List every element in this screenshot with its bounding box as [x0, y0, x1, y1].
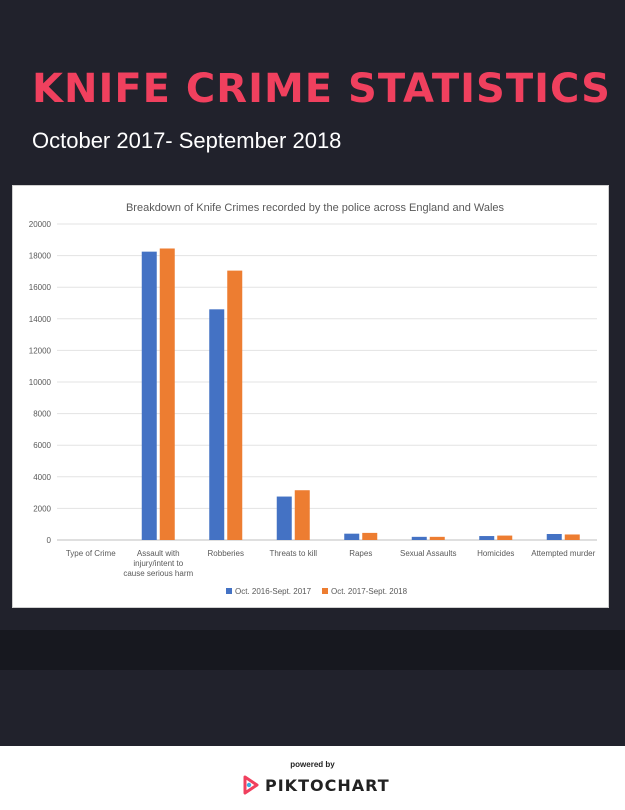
bar — [209, 309, 225, 540]
bar — [546, 533, 562, 540]
bar — [294, 490, 310, 540]
y-tick-label: 4000 — [33, 473, 51, 482]
bar — [429, 536, 445, 540]
brand-name: PIKTOCHART — [265, 775, 390, 795]
bar — [344, 533, 360, 540]
y-tick-label: 8000 — [33, 410, 51, 419]
bar — [497, 535, 513, 540]
y-tick-label: 18000 — [29, 252, 52, 261]
bar — [564, 534, 580, 540]
y-tick-label: 0 — [47, 536, 52, 545]
x-tick-label: Assault with injury/intent to cause seriou… — [123, 549, 193, 578]
bar — [227, 270, 243, 540]
legend-label: Oct. 2016-Sept. 2017 — [235, 587, 312, 596]
piktochart-mark-icon — [243, 775, 259, 795]
bar — [141, 251, 157, 540]
legend-label: Oct. 2017-Sept. 2018 — [331, 587, 408, 596]
bar — [362, 532, 378, 540]
powered-by-label: powered by — [290, 760, 335, 769]
header: KNIFE CRIME STATISTICS October 2017- Sep… — [0, 0, 625, 190]
y-tick-label: 6000 — [33, 441, 51, 450]
piktochart-logo[interactable]: PIKTOCHART — [242, 774, 390, 796]
bar — [479, 536, 495, 540]
y-tick-label: 12000 — [29, 346, 52, 355]
x-axis: Type of Crime Assault with injury/intent t… — [66, 549, 596, 578]
page-title: KNIFE CRIME STATISTICS — [32, 66, 611, 112]
dark-band — [0, 630, 625, 670]
page-subtitle: October 2017- September 2018 — [32, 128, 342, 153]
y-tick-label: 10000 — [29, 378, 52, 387]
y-tick-label: 2000 — [33, 504, 51, 513]
legend-swatch — [322, 588, 328, 594]
y-tick-label: 14000 — [29, 315, 52, 324]
legend: Oct. 2016-Sept. 2017 Oct. 2017-Sept. 2018 — [226, 587, 408, 596]
bar — [411, 536, 427, 540]
legend-swatch — [226, 588, 232, 594]
chart-title: Breakdown of Knife Crimes recorded by th… — [126, 202, 505, 214]
x-tick-label: Homicides — [477, 549, 514, 558]
bar — [276, 496, 292, 540]
x-tick-label: Rapes — [349, 549, 372, 558]
x-tick-label: Sexual Assaults — [400, 549, 456, 558]
x-tick-label: Threats to kill — [269, 549, 317, 558]
gridlines — [57, 223, 597, 541]
bar-chart: Breakdown of Knife Crimes recorded by th… — [29, 202, 597, 596]
x-tick-label: Robberies — [208, 549, 244, 558]
x-tick-label: Type of Crime — [66, 549, 116, 558]
x-tick-label: Attempted murder — [531, 549, 595, 558]
y-tick-label: 20000 — [29, 220, 52, 229]
chart-card: Breakdown of Knife Crimes recorded by th… — [12, 185, 609, 608]
bars — [141, 248, 580, 541]
y-axis: 0 2000 4000 6000 8000 10000 12000 14000 16000 180… — [29, 220, 52, 545]
y-tick-label: 16000 — [29, 283, 52, 292]
footer: powered by PIKTOCHART — [0, 746, 625, 810]
bar — [159, 248, 175, 541]
